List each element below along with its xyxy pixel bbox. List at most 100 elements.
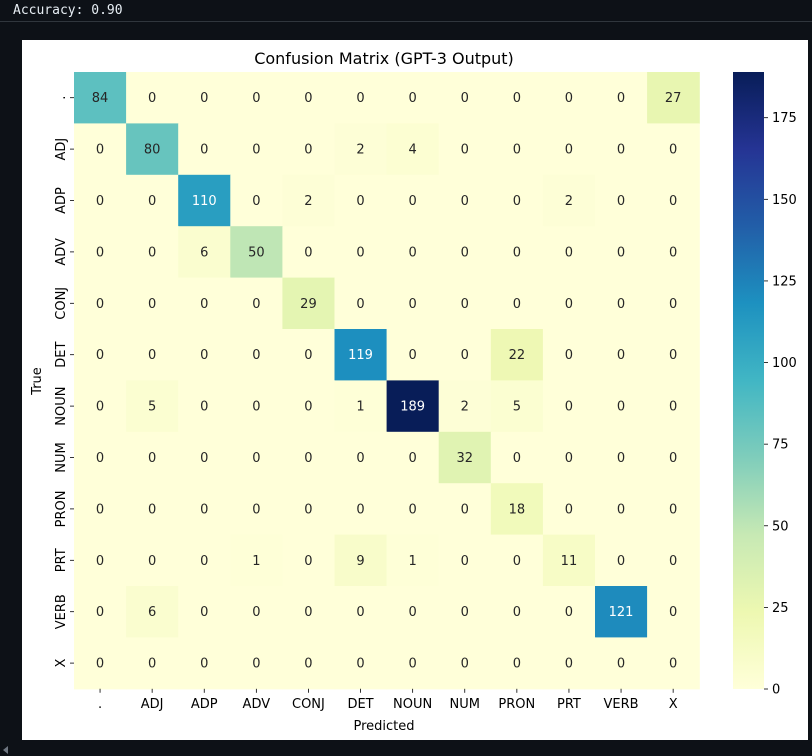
heatmap-cell [438, 329, 492, 381]
heatmap-cell [74, 534, 127, 587]
cell-value: 0 [304, 143, 312, 158]
cell-value: 0 [96, 400, 104, 415]
cell-value: 0 [356, 245, 364, 260]
cell-value: 0 [252, 451, 260, 466]
heatmap-cell [542, 586, 596, 638]
heatmap-cell [595, 380, 648, 433]
colorbar-tick-label: 175 [772, 111, 797, 126]
cell-value: 0 [565, 297, 573, 312]
heatmap-cell [178, 586, 231, 638]
cell-value: 0 [252, 657, 260, 672]
cell-value: 0 [513, 657, 521, 672]
heatmap-cell [334, 123, 388, 176]
cell-value: 0 [304, 451, 312, 466]
cell-value: 0 [409, 502, 417, 517]
heatmap-cell [178, 329, 231, 381]
heatmap-cell [647, 277, 700, 330]
heatmap-cell [647, 534, 700, 587]
heatmap-cell [178, 380, 231, 433]
cell-value: 0 [461, 657, 469, 672]
x-tick-label: VERB [604, 697, 639, 712]
cell-value: 0 [513, 194, 521, 209]
cell-value: 0 [617, 91, 625, 106]
cell-value: 0 [409, 348, 417, 363]
y-tick-label: ADP [54, 187, 69, 214]
cell-value: 2 [461, 400, 469, 415]
heatmap-cell [178, 431, 231, 484]
cell-value: 0 [617, 657, 625, 672]
heatmap-cell [282, 586, 336, 638]
y-tick-label: . [54, 96, 69, 100]
scroll-left-icon[interactable] [3, 746, 8, 754]
cell-value: 0 [200, 348, 208, 363]
cell-value: 0 [252, 605, 260, 620]
cell-value: 0 [461, 297, 469, 312]
y-axis-ticks: . ADJ ADP ADV CONJ DET NOUN NUM PRON PRT VERB X [54, 96, 74, 668]
cell-value: 0 [252, 502, 260, 517]
cell-value: 0 [409, 605, 417, 620]
cell-value: 1 [356, 400, 364, 415]
cell-value: 0 [669, 605, 677, 620]
heatmap-cell [282, 277, 336, 330]
cell-value: 5 [148, 400, 156, 415]
y-tick-label: ADJ [54, 138, 69, 161]
cell-value: 0 [617, 245, 625, 260]
heatmap-cell [595, 534, 648, 587]
heatmap-cell [595, 174, 648, 227]
cell-value: 18 [509, 502, 526, 517]
cell-value: 0 [200, 554, 208, 569]
cell-value: 0 [304, 657, 312, 672]
heatmap-cell [438, 637, 492, 690]
cell-value: 0 [252, 143, 260, 158]
heatmap-cell [126, 431, 179, 484]
cell-value: 1 [409, 554, 417, 569]
cell-value: 0 [617, 554, 625, 569]
heatmap-cell [595, 431, 648, 484]
heatmap-cell [74, 637, 127, 690]
cell-value: 0 [200, 400, 208, 415]
heatmap-cell [74, 277, 127, 330]
x-tick-label: . [98, 697, 102, 712]
cell-value: 0 [409, 451, 417, 466]
cell-value: 50 [248, 245, 265, 260]
x-axis-label: Predicted [353, 719, 414, 734]
heatmap-cell [542, 637, 596, 690]
y-tick-label: X [54, 659, 69, 668]
cell-value: 0 [252, 194, 260, 209]
cell-value: 5 [513, 400, 521, 415]
cell-value: 0 [96, 554, 104, 569]
cell-value: 110 [192, 194, 217, 209]
heatmap-cell [490, 431, 544, 484]
cell-value: 4 [409, 143, 417, 158]
cell-value: 0 [96, 605, 104, 620]
cell-value: 0 [617, 297, 625, 312]
cell-value: 0 [200, 297, 208, 312]
heatmap-cell [647, 380, 700, 433]
x-tick-label: NOUN [393, 697, 432, 712]
heatmap-cell [490, 483, 544, 536]
cell-value: 0 [148, 502, 156, 517]
heatmap-cell [647, 586, 700, 638]
heatmap-cell [542, 277, 596, 330]
cell-value: 189 [400, 400, 425, 415]
cell-value: 0 [461, 91, 469, 106]
heatmap-cell [126, 123, 179, 176]
heatmap-cell [386, 277, 440, 330]
heatmap-cell [647, 174, 700, 227]
horizontal-scrollbar[interactable] [0, 744, 812, 756]
heatmap-cell [282, 123, 336, 176]
cell-value: 0 [513, 91, 521, 106]
colorbar-tick-label: 25 [772, 601, 789, 616]
cell-value: 0 [461, 245, 469, 260]
colorbar-tick-label: 100 [772, 356, 797, 371]
cell-value: 0 [148, 554, 156, 569]
heatmap-cell [490, 380, 544, 433]
cell-value: 0 [96, 348, 104, 363]
heatmap-cell [230, 431, 283, 484]
heatmap-cell [386, 123, 440, 176]
cell-value: 0 [96, 297, 104, 312]
cell-value: 6 [148, 605, 156, 620]
heatmap-cell [334, 431, 388, 484]
colorbar-tick-label: 75 [772, 438, 789, 453]
heatmap-cell [126, 637, 179, 690]
